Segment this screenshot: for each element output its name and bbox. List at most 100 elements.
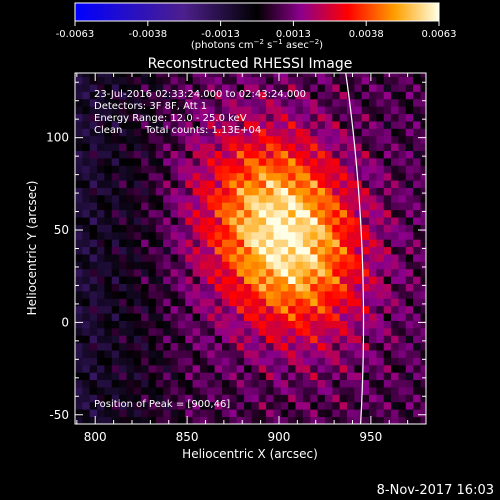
heatmap-cell	[104, 394, 113, 403]
heatmap-cell	[89, 350, 98, 358]
heatmap-cell	[258, 305, 267, 314]
heatmap-cell	[89, 401, 98, 410]
heatmap-cell	[346, 416, 355, 424]
heatmap-cell	[273, 268, 282, 277]
heatmap-cell	[420, 313, 426, 321]
heatmap-cell	[369, 290, 377, 299]
heatmap-cell	[119, 180, 127, 188]
heatmap-cell	[405, 261, 414, 270]
heatmap-cell	[141, 202, 149, 211]
heatmap-cell	[324, 76, 333, 85]
heatmap-cell	[310, 76, 318, 85]
heatmap-cell	[280, 231, 289, 240]
heatmap-cell	[251, 261, 260, 270]
heatmap-cell	[346, 157, 355, 166]
heatmap-cell	[376, 342, 385, 351]
heatmap-cell	[214, 98, 223, 107]
heatmap-cell	[148, 135, 157, 144]
heatmap-cell	[222, 202, 230, 211]
heatmap-cell	[119, 98, 127, 107]
heatmap-cell	[361, 172, 370, 181]
heatmap-cell	[346, 254, 355, 262]
heatmap-cell	[413, 276, 421, 284]
y-tick-label: 100	[46, 131, 69, 145]
heatmap-cell	[111, 387, 120, 395]
heatmap-cell	[288, 394, 296, 403]
heatmap-cell	[104, 231, 113, 240]
heatmap-cell	[133, 239, 142, 248]
heatmap-cell	[383, 121, 392, 129]
heatmap-cell	[258, 379, 267, 388]
heatmap-cell	[295, 73, 304, 78]
heatmap-cell	[82, 202, 91, 211]
heatmap-cell	[273, 298, 282, 307]
heatmap-cell	[391, 231, 399, 240]
heatmap-cell	[295, 187, 304, 196]
heatmap-cell	[97, 276, 105, 284]
heatmap-cell	[361, 187, 370, 196]
heatmap-cell	[398, 209, 407, 218]
heatmap-cell	[258, 313, 267, 321]
heatmap-cell	[126, 350, 135, 358]
heatmap-cell	[185, 76, 194, 85]
heatmap-cell	[258, 209, 267, 218]
heatmap-cell	[324, 387, 333, 395]
heatmap-cell	[310, 239, 318, 248]
heatmap-cell	[391, 268, 399, 277]
heatmap-cell	[244, 394, 252, 403]
heatmap-cell	[244, 202, 252, 211]
heatmap-cell	[346, 187, 355, 196]
heatmap-cell	[170, 327, 179, 336]
heatmap-cell	[405, 106, 414, 115]
heatmap-cell	[376, 76, 385, 85]
heatmap-cell	[97, 121, 105, 129]
heatmap-cell	[413, 357, 421, 366]
heatmap-cell	[302, 73, 311, 78]
heatmap-cell	[133, 342, 142, 351]
heatmap-cell	[133, 224, 142, 233]
heatmap-cell	[346, 364, 355, 373]
heatmap-cell	[258, 91, 267, 100]
heatmap-cell	[295, 231, 304, 240]
heatmap-cell	[177, 313, 186, 321]
heatmap-cell	[266, 231, 274, 240]
heatmap-cell	[89, 98, 98, 107]
heatmap-cell	[177, 364, 186, 373]
solar-limb-arc	[345, 73, 365, 424]
heatmap-cell	[185, 165, 194, 174]
heatmap-cell	[258, 73, 267, 78]
heatmap-cell	[376, 254, 385, 262]
annotation-total-counts: Total counts: 1.13E+04	[144, 125, 261, 136]
heatmap-cell	[141, 387, 149, 395]
heatmap-cell	[405, 84, 414, 92]
heatmap-cell	[383, 254, 392, 262]
heatmap-cell	[148, 268, 157, 277]
heatmap-cell	[398, 350, 407, 358]
heatmap-cell	[155, 357, 164, 366]
heatmap-cell	[354, 350, 363, 358]
heatmap-cell	[207, 261, 216, 270]
heatmap-cell	[214, 261, 223, 270]
heatmap-cell	[295, 254, 304, 262]
heatmap-cell	[97, 209, 105, 218]
heatmap-cell	[75, 106, 83, 115]
heatmap-cell	[177, 372, 186, 381]
heatmap-cell	[280, 180, 289, 188]
heatmap-cell	[207, 135, 216, 144]
heatmap-cell	[97, 313, 105, 321]
heatmap-cell	[199, 283, 208, 292]
heatmap-cell	[398, 135, 407, 144]
heatmap-cell	[177, 283, 186, 292]
heatmap-cell	[332, 106, 341, 115]
heatmap-cell	[104, 379, 113, 388]
heatmap-cell	[111, 320, 120, 329]
heatmap-cell	[170, 305, 179, 314]
heatmap-cell	[339, 416, 348, 424]
heatmap-cell	[302, 394, 311, 403]
heatmap-cell	[258, 246, 267, 255]
heatmap-cell	[280, 342, 289, 351]
heatmap-cell	[369, 157, 377, 166]
heatmap-cell	[317, 231, 326, 240]
heatmap-cell	[89, 313, 98, 321]
heatmap-cell	[376, 261, 385, 270]
